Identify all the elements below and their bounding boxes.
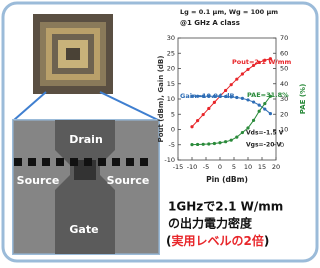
data-point [190,125,193,128]
data-point [202,143,205,146]
x-tick-label: 15 [258,163,266,171]
y-tick-label: 20 [167,65,175,73]
caption: の出力電力密度 [168,216,253,231]
data-point [190,143,193,146]
y-tick-label: 15 [167,80,175,88]
caption-highlight: 実用レベルの2倍 [171,233,263,248]
x-tick-label: 0 [218,163,222,171]
x-tick-label: -15 [173,163,184,171]
x-tick-label: 5 [232,163,236,171]
data-point [230,83,233,86]
data-point [218,141,221,144]
data-point [235,96,238,99]
y2-tick-label: 20 [280,110,288,118]
y2-tick-label: 40 [280,80,288,88]
y2-tick-label: 60 [280,49,288,57]
x-tick-label: -10 [187,163,198,171]
data-point [207,142,210,145]
data-point [246,68,249,71]
y2-tick-label: 70 [280,34,288,42]
paren: ) [264,234,269,248]
data-point [241,131,244,134]
data-point [213,142,216,145]
y-tick-label: -5 [169,141,175,149]
y-axis-label: Pout (dBm), Gain (dB) [157,56,165,143]
sem-label: Source [107,174,150,187]
annotation: Pout=2.1 W/mm [232,58,292,66]
x-axis-label: Pin (dBm) [206,175,248,184]
data-point [207,107,210,110]
sem-label: Gate [69,223,98,236]
data-point [224,140,227,143]
annotation: Lg = 0.1 µm, Wg = 100 µm [180,8,278,16]
sem-label: Source [17,174,60,187]
data-point [241,97,244,100]
data-point [269,112,272,115]
data-point [213,101,216,104]
annotation: @1 GHz A class [180,19,240,27]
y-tick-label: 10 [167,95,175,103]
y-tick-label: 5 [171,110,175,118]
slide: Drain Source Source Gate 1GHzで2.1 W/mm の… [0,0,320,264]
annotation: PAE=31.8% [247,91,289,99]
y-tick-label: 0 [171,126,175,134]
data-point [258,104,261,107]
caption: (実用レベルの2倍) [166,233,269,248]
data-point [235,78,238,81]
x-tick-label: 10 [244,163,252,171]
annotation: Vds=-1.5 V [246,130,284,137]
x-tick-label: -5 [203,163,209,171]
data-point [235,136,238,139]
data-point [252,100,255,103]
annotation: Gain=10.94 dB [180,92,234,100]
data-point [196,143,199,146]
annotation: Vgs=-20 V [246,142,281,149]
data-point [252,119,255,122]
chip-photo [33,14,113,94]
data-point [230,139,233,142]
data-point [258,110,261,113]
x-tick-label: 20 [272,163,280,171]
data-point [241,72,244,75]
y2-axis-label: PAE (%) [299,84,307,115]
data-point [263,107,266,110]
data-point [196,119,199,122]
caption: 1GHzで2.1 W/mm [168,200,283,214]
data-point [202,113,205,116]
y-tick-label: 25 [167,49,175,57]
sem-label: Drain [69,133,103,146]
y-tick-label: 30 [167,34,175,42]
data-point [263,102,266,105]
